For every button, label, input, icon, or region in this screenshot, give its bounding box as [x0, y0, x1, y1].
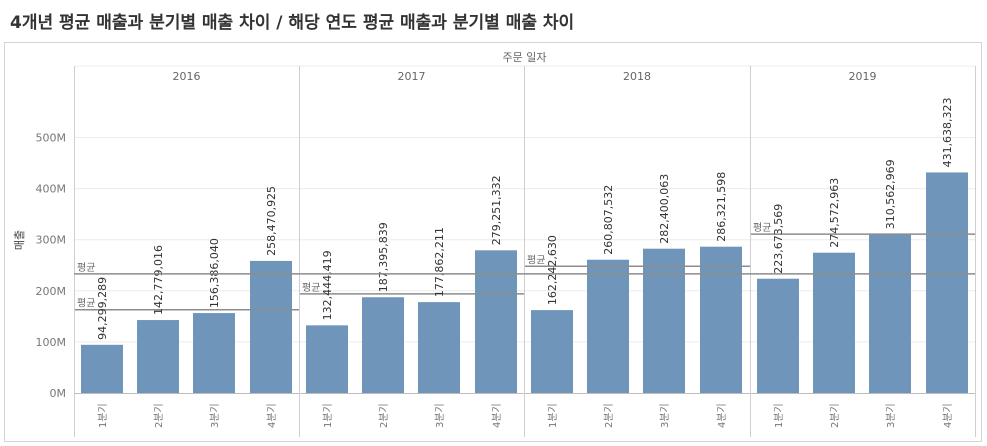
panel-average-label: 평균 — [302, 282, 320, 294]
column-header: 주문 일자 — [503, 50, 547, 64]
bar — [193, 313, 235, 393]
value-label: 260,807,532 — [602, 185, 615, 255]
value-label: 177,862,211 — [433, 227, 446, 297]
bar — [137, 320, 179, 393]
panel-average-label: 평균 — [753, 222, 771, 234]
category-label: 2분기 — [153, 403, 165, 428]
bar — [250, 260, 292, 393]
value-label: 279,251,332 — [490, 175, 503, 245]
year-label: 2019 — [849, 70, 877, 83]
year-label: 2016 — [173, 70, 201, 83]
panel-average-label: 평균 — [77, 298, 95, 310]
value-label: 162,242,630 — [546, 235, 559, 305]
bar — [362, 297, 404, 393]
category-label: 3분기 — [209, 403, 221, 428]
category-label: 2분기 — [603, 403, 615, 428]
category-label: 4분기 — [716, 403, 728, 428]
y-tick-label: 200M — [36, 285, 67, 298]
bar — [531, 310, 573, 393]
value-label: 274,572,963 — [828, 178, 841, 248]
category-label: 2분기 — [378, 403, 390, 428]
category-label: 4분기 — [942, 403, 954, 428]
bar — [81, 344, 123, 393]
y-tick-label: 0M — [50, 387, 67, 400]
category-label: 2분기 — [829, 403, 841, 428]
value-label: 94,299,289 — [96, 277, 109, 340]
value-label: 132,444,419 — [321, 250, 334, 320]
category-label: 1분기 — [322, 403, 334, 428]
category-label: 1분기 — [773, 403, 785, 428]
year-label: 2017 — [398, 70, 426, 83]
y-tick-label: 100M — [36, 336, 67, 349]
overall-average-label: 평균 — [77, 262, 95, 274]
chart-frame — [4, 42, 982, 442]
value-label: 286,321,598 — [715, 172, 728, 242]
category-label: 4분기 — [266, 403, 278, 428]
bar — [757, 278, 799, 393]
value-label: 223,673,569 — [772, 204, 785, 274]
value-label: 142,779,016 — [152, 245, 165, 315]
category-label: 4분기 — [491, 403, 503, 428]
y-tick-label: 500M — [36, 132, 67, 145]
category-label: 1분기 — [97, 403, 109, 428]
category-label: 1분기 — [547, 403, 559, 428]
category-label: 3분기 — [659, 403, 671, 428]
value-label: 258,470,925 — [265, 186, 278, 256]
bar — [475, 250, 517, 393]
value-label: 431,638,323 — [941, 97, 954, 167]
bar — [587, 259, 629, 393]
bar — [869, 234, 911, 393]
bar — [926, 172, 968, 393]
year-label: 2018 — [623, 70, 651, 83]
bar — [813, 252, 855, 393]
value-label: 310,562,969 — [884, 159, 897, 229]
y-tick-label: 400M — [36, 183, 67, 196]
y-tick-label: 300M — [36, 234, 67, 247]
panel-average-label: 평균 — [527, 254, 545, 266]
bar — [643, 248, 685, 393]
value-label: 282,400,063 — [658, 174, 671, 244]
category-label: 3분기 — [434, 403, 446, 428]
bar — [700, 246, 742, 393]
value-label: 187,395,839 — [377, 222, 390, 292]
chart-title: 4개년 평균 매출과 분기별 매출 차이 / 해당 연도 평균 매출과 분기별 … — [10, 13, 575, 33]
y-axis-label: 매출 — [13, 230, 26, 250]
bar — [306, 325, 348, 393]
value-label: 156,386,040 — [208, 238, 221, 308]
category-label: 3분기 — [885, 403, 897, 428]
bar — [418, 302, 460, 393]
